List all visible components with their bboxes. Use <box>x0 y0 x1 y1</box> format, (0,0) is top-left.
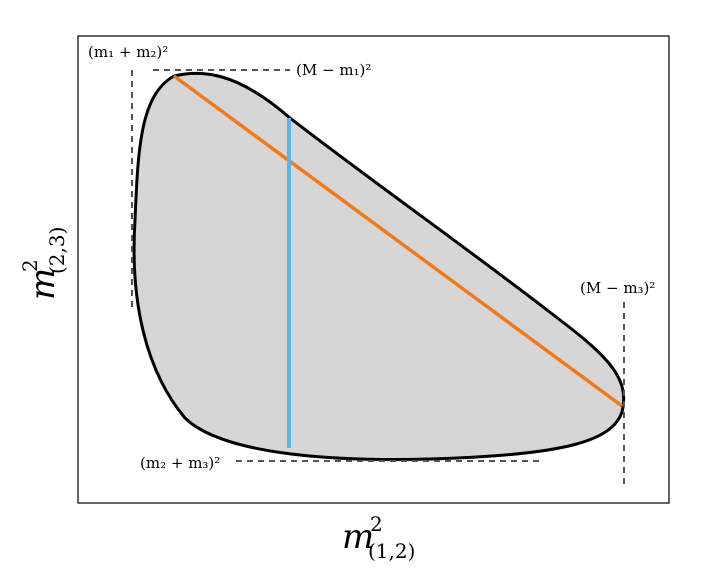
y-axis-sup: 2 <box>18 259 42 272</box>
x-axis-sup: 2 <box>370 512 383 536</box>
y-axis-sub: (2,3) <box>45 227 69 274</box>
x-axis-main: m <box>342 517 374 557</box>
x-axis-label: m 2 (1,2) <box>342 512 415 563</box>
label-top-left: (m₁ + m₂)² <box>88 43 168 61</box>
label-right: (M − m₃)² <box>580 279 655 297</box>
y-axis-main: m <box>23 268 63 300</box>
label-top-right: (M − m₁)² <box>296 61 371 79</box>
orange-line <box>172 74 624 408</box>
y-axis-label: m 2 (2,3) <box>18 227 69 300</box>
x-axis-sub: (1,2) <box>368 539 415 563</box>
label-bottom: (m₂ + m₃)² <box>140 454 220 472</box>
plot-frame <box>77 35 670 504</box>
kinematic-region <box>132 71 626 462</box>
